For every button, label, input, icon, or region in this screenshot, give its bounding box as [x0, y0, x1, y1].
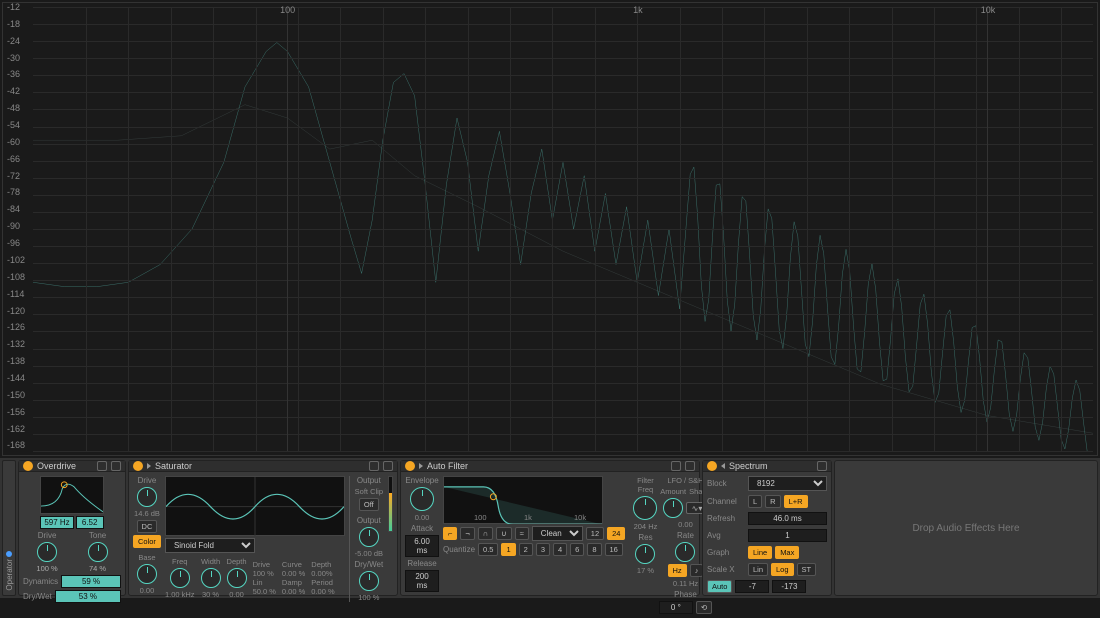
quantize-1-button[interactable]: 1	[501, 543, 515, 556]
operator-collapsed-tab[interactable]: Operator	[2, 460, 16, 596]
saturator-width-knob[interactable]	[201, 568, 221, 588]
saturator-softclip-button[interactable]: Off	[359, 498, 379, 511]
lfo-amount-knob[interactable]	[663, 498, 683, 518]
autofilter-power-icon[interactable]	[405, 461, 415, 471]
filter-type-bandpass-icon[interactable]: ∩	[478, 527, 493, 540]
device-hot-swap-icon[interactable]	[369, 461, 379, 471]
channel-lr-button[interactable]: L+R	[784, 495, 808, 508]
channel-l-button[interactable]: L	[748, 495, 762, 508]
channel-r-button[interactable]: R	[765, 495, 780, 508]
auto-filter-device: Auto Filter Envelope 0.00 Attack 6.00 ms…	[400, 460, 700, 596]
operator-label: Operator	[5, 559, 14, 591]
graph-line-button[interactable]: Line	[748, 546, 772, 559]
device-save-icon[interactable]	[817, 461, 827, 471]
collapse-icon[interactable]	[721, 463, 725, 469]
device-save-icon[interactable]	[685, 461, 695, 471]
saturator-waveshape-graph[interactable]	[165, 476, 345, 536]
overdrive-tone-knob[interactable]	[88, 542, 108, 562]
spectrum-device: Spectrum Block8192 Channel L R L+R Refre…	[702, 460, 832, 596]
lfo-hz-button[interactable]: Hz	[668, 564, 687, 577]
spectrum-avg[interactable]: 1	[748, 529, 827, 542]
scalex-lin-button[interactable]: Lin	[748, 563, 768, 576]
saturator-color-button[interactable]: Color	[133, 535, 161, 548]
saturator-curve-select[interactable]: Sinoid Fold	[165, 538, 255, 553]
autofilter-title: Auto Filter	[427, 461, 667, 471]
autofilter-res-knob[interactable]	[635, 544, 655, 564]
device-save-icon[interactable]	[383, 461, 393, 471]
scaley-auto-button[interactable]: Auto	[707, 580, 732, 593]
overdrive-device: Overdrive 597 Hz 6.52 Drive100 % Tone74 …	[18, 460, 126, 596]
filter-type-morph-icon[interactable]: ≈	[515, 527, 529, 540]
expand-icon[interactable]	[419, 463, 423, 469]
filter-type-lowpass-icon[interactable]: ⌐	[443, 527, 457, 540]
overdrive-power-icon[interactable]	[23, 461, 33, 471]
quantize-4-button[interactable]: 4	[553, 543, 567, 556]
saturator-output-meter	[388, 476, 393, 532]
graph-max-button[interactable]: Max	[775, 546, 799, 559]
autofilter-filter-graph[interactable]: 100 1k 10k	[443, 476, 603, 524]
device-rack: Operator Overdrive 597 Hz 6.52 Drive100 …	[0, 458, 1100, 598]
spectrum-title: Spectrum	[729, 461, 813, 471]
slope-12-button[interactable]: 12	[586, 527, 604, 540]
spectrum-block-select[interactable]: 8192	[748, 476, 827, 491]
range-lo[interactable]: -7	[735, 580, 769, 593]
device-hot-swap-icon[interactable]	[97, 461, 107, 471]
autofilter-attack[interactable]: 6.00 ms	[405, 535, 439, 557]
slope-24-button[interactable]: 24	[607, 527, 625, 540]
drop-audio-effects-zone[interactable]: Drop Audio Effects Here	[834, 460, 1098, 596]
saturator-power-icon[interactable]	[133, 461, 143, 471]
filter-type-notch-icon[interactable]: ∪	[496, 527, 512, 540]
quantize-2-button[interactable]: 2	[519, 543, 533, 556]
overdrive-filter-graph[interactable]	[40, 476, 104, 514]
lfo-link-icon[interactable]: ⟲	[696, 601, 712, 614]
saturator-freq-knob[interactable]	[170, 568, 190, 588]
quantize-8-button[interactable]: 8	[587, 543, 601, 556]
overdrive-drywet[interactable]: 53 %	[55, 590, 121, 603]
device-save-icon[interactable]	[111, 461, 121, 471]
saturator-title: Saturator	[155, 461, 365, 471]
device-hot-swap-icon[interactable]	[671, 461, 681, 471]
overdrive-freq[interactable]: 597 Hz	[40, 516, 73, 529]
overdrive-drive-knob[interactable]	[37, 542, 57, 562]
overdrive-bw[interactable]: 6.52	[76, 516, 104, 529]
saturator-device: Saturator Drive 14.6 dB DC Color Base0.0…	[128, 460, 398, 596]
filter-circuit-select[interactable]: Clean	[532, 526, 583, 541]
spectrum-power-icon[interactable]	[707, 461, 717, 471]
scalex-st-button[interactable]: ST	[797, 563, 817, 576]
lfo-rate-knob[interactable]	[675, 542, 695, 562]
spectrum-analyzer-display[interactable]: -12-18-24-30-36-42-48-54-60-66-72-78-84-…	[2, 2, 1098, 456]
autofilter-envelope-knob[interactable]	[410, 487, 434, 511]
saturator-base-knob[interactable]	[137, 564, 157, 584]
autofilter-freq-knob[interactable]	[633, 496, 657, 520]
scalex-log-button[interactable]: Log	[771, 563, 794, 576]
quantize-0.5-button[interactable]: 0.5	[478, 543, 498, 556]
saturator-dc-button[interactable]: DC	[137, 520, 158, 533]
overdrive-title: Overdrive	[37, 461, 93, 471]
expand-icon[interactable]	[147, 463, 151, 469]
saturator-drywet-knob[interactable]	[359, 571, 379, 591]
range-hi[interactable]: -173	[772, 580, 806, 593]
saturator-output-knob[interactable]	[359, 527, 379, 547]
overdrive-dynamics[interactable]: 59 %	[61, 575, 121, 588]
quantize-6-button[interactable]: 6	[570, 543, 584, 556]
quantize-16-button[interactable]: 16	[605, 543, 623, 556]
lfo-phase[interactable]: 0 °	[659, 601, 693, 614]
filter-type-highpass-icon[interactable]: ¬	[460, 527, 474, 540]
saturator-drive-knob[interactable]	[137, 487, 157, 507]
autofilter-release[interactable]: 200 ms	[405, 570, 439, 592]
operator-power-icon	[6, 551, 12, 557]
spectrum-refresh[interactable]: 46.0 ms	[748, 512, 827, 525]
saturator-depth-knob[interactable]	[227, 568, 247, 588]
quantize-3-button[interactable]: 3	[536, 543, 550, 556]
